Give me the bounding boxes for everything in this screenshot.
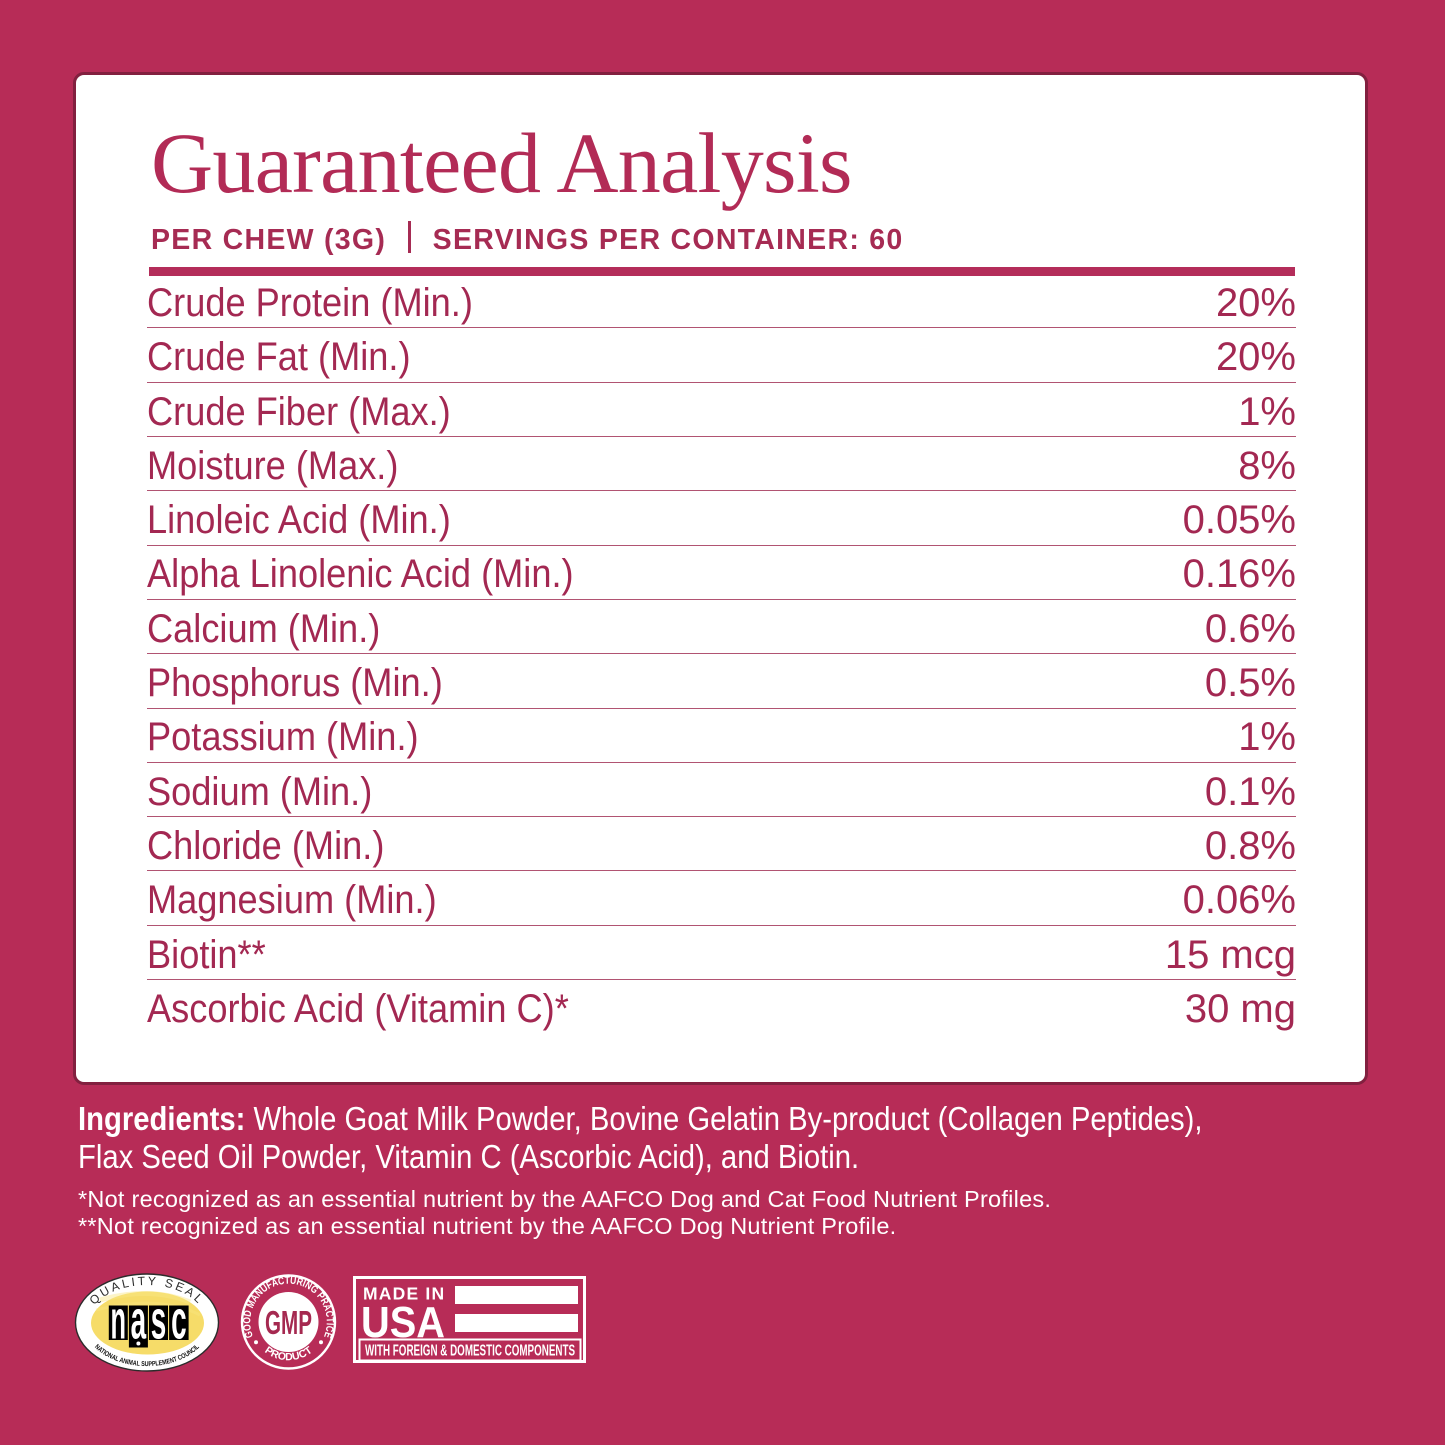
svg-text:c: c xyxy=(171,1289,187,1351)
svg-text:n: n xyxy=(111,1289,127,1351)
svg-text:s: s xyxy=(151,1289,167,1351)
svg-text:a: a xyxy=(131,1289,147,1351)
svg-text:MADE IN: MADE IN xyxy=(363,1284,445,1304)
svg-text:WITH FOREIGN & DOMESTIC COMPON: WITH FOREIGN & DOMESTIC COMPONENTS xyxy=(365,1343,575,1360)
svg-text:PRODUCT: PRODUCT xyxy=(263,1344,315,1363)
svg-text:GMP: GMP xyxy=(265,1304,312,1341)
